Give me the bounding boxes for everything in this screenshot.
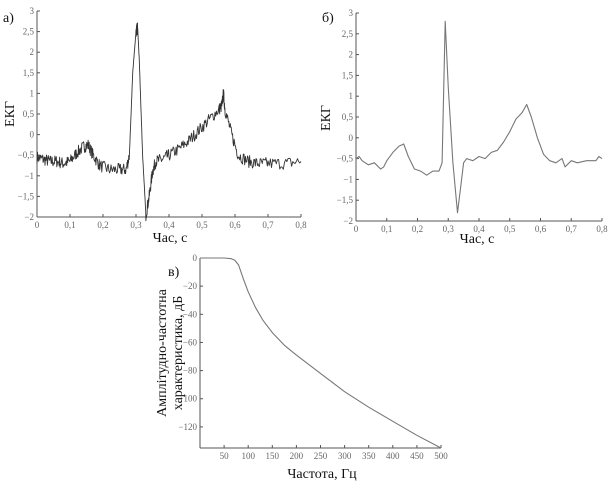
- x-tick-label: 0,2: [412, 224, 423, 234]
- y-tick-label: 0: [193, 253, 198, 263]
- x-axis-label: Частота, Гц: [287, 467, 357, 482]
- y-tick-label: 1,5: [23, 68, 35, 78]
- y-axis-label-line-2: характеристика, дБ: [171, 296, 186, 410]
- panel-label: б): [322, 11, 334, 26]
- y-tick-label: −1: [24, 171, 34, 181]
- x-tick-label: 0,6: [229, 220, 241, 230]
- x-tick-label: 0,3: [130, 220, 142, 230]
- y-tick-label: −60: [183, 337, 198, 347]
- x-tick-label: 300: [338, 451, 352, 461]
- y-tick-label: −0,5: [337, 154, 354, 164]
- y-tick-label: 0,5: [342, 112, 354, 122]
- y-tick-label: −120: [178, 422, 197, 432]
- y-tick-label: 0: [30, 130, 35, 140]
- chart-panel-2: 0 −20 −40 −60 −80 −100 −120 50 100 150 200 250 300 35…: [155, 253, 448, 482]
- x-tick-label: 0,2: [97, 220, 108, 230]
- x-tick-label: 100: [241, 451, 255, 461]
- y-tick-label: 3: [349, 8, 354, 18]
- y-tick-label: 2,5: [342, 29, 354, 39]
- y-tick-label: 1: [30, 88, 35, 98]
- y-tick-label: 2: [349, 50, 354, 60]
- y-tick-label: −40: [183, 309, 198, 319]
- x-tick-label: 0: [354, 224, 359, 234]
- y-tick-label: −80: [183, 366, 198, 376]
- x-tick-label: 0,1: [64, 220, 75, 230]
- x-tick-label: 0,8: [596, 224, 608, 234]
- x-tick-label: 200: [290, 451, 304, 461]
- x-tick-label: 400: [386, 451, 400, 461]
- data-series-line: [355, 20, 603, 214]
- y-tick-label: 1: [349, 91, 354, 101]
- x-tick-label: 150: [266, 451, 280, 461]
- x-axis-label: Час, с: [460, 232, 495, 247]
- y-tick-label: −20: [183, 281, 198, 291]
- x-tick-label: 0,7: [262, 220, 274, 230]
- data-series-line: [36, 22, 302, 222]
- x-tick-label: 250: [314, 451, 328, 461]
- x-tick-label: 0,4: [163, 220, 175, 230]
- y-tick-label: −1: [343, 174, 353, 184]
- x-tick-label: 0,5: [504, 224, 516, 234]
- y-tick-label: 1,5: [342, 70, 354, 80]
- panel-label: в): [168, 265, 180, 280]
- x-tick-label: 0,8: [295, 220, 307, 230]
- chart-panel-1: 32,521,510,50−0,5−1−1,5−20 0,1 0,2 0,3 0,4 0,…: [319, 8, 608, 247]
- y-axis-label-line-1: Амплітудно-частотна: [155, 288, 170, 416]
- y-tick-label: −100: [178, 394, 197, 404]
- panel-label: а): [3, 11, 14, 26]
- x-tick-label: 450: [410, 451, 424, 461]
- y-tick-label: 3: [30, 6, 35, 16]
- y-tick-label: 0: [349, 133, 354, 143]
- y-axis-label: ЕКГ: [319, 105, 334, 131]
- y-tick-label: 0,5: [23, 109, 35, 119]
- x-tick-label: 350: [362, 451, 376, 461]
- x-tick-label: 50: [220, 451, 230, 461]
- x-tick-label: 0,3: [443, 224, 455, 234]
- y-axis-label: ЕКГ: [3, 101, 18, 127]
- x-tick-label: 0,7: [566, 224, 578, 234]
- x-tick-label: 0,4: [473, 224, 485, 234]
- y-tick-label: −1,5: [337, 195, 354, 205]
- y-tick-label: −2: [343, 216, 353, 226]
- x-tick-label: 0,6: [535, 224, 547, 234]
- chart-panel-0: 32,521,510,50−0,5−1−1,5−20 0,1 0,2 0,3 0,4 0,…: [3, 6, 307, 246]
- x-axis-label: Час, с: [153, 231, 188, 246]
- x-tick-label: 0,1: [381, 224, 392, 234]
- data-series-line: [200, 257, 442, 449]
- y-tick-label: −1,5: [18, 191, 35, 201]
- x-tick-label: 500: [434, 451, 448, 461]
- y-tick-label: −0,5: [18, 150, 35, 160]
- y-tick-label: 2: [30, 47, 35, 57]
- y-tick-label: 2,5: [23, 27, 35, 37]
- y-tick-label: −2: [24, 212, 34, 222]
- x-tick-label: 0,5: [196, 220, 208, 230]
- x-tick-label: 0: [35, 220, 40, 230]
